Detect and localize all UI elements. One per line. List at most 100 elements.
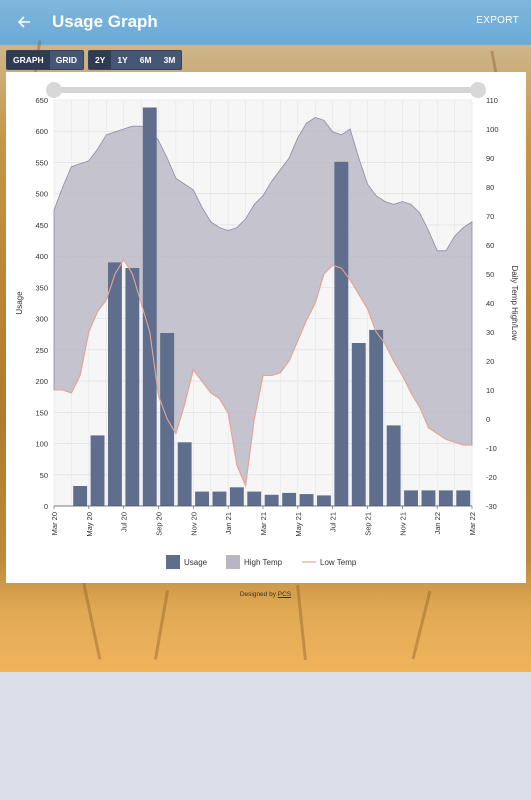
x-axis-ticks: Mar 20 May 20 Jul 20 Sep 20 Nov 20 Jan 21 Mar … [50, 506, 477, 537]
back-button[interactable] [0, 0, 48, 44]
right-tick-label: -30 [486, 502, 497, 511]
usage-bar[interactable] [351, 343, 366, 506]
chart-legend: Usage High Temp Low Temp [166, 555, 357, 569]
usage-bar[interactable] [264, 494, 279, 506]
usage-bars [73, 107, 471, 507]
legend-item[interactable]: High Temp [226, 555, 283, 569]
range-toggle: 2Y 1Y 6M 3M [87, 50, 183, 70]
credit-link[interactable]: PCS [277, 591, 292, 598]
legend-item[interactable]: Low Temp [302, 558, 357, 567]
range-slider-start-handle[interactable] [46, 82, 62, 98]
right-tick-label: -20 [486, 473, 497, 482]
right-axis-title: Daily Temp High/Low [510, 266, 519, 341]
range-1y-button[interactable]: 1Y [117, 55, 128, 65]
legend-swatch-usage [166, 555, 180, 569]
left-tick-label: 150 [35, 408, 48, 417]
low-temp-line [54, 258, 472, 488]
legend-item[interactable]: Usage [166, 555, 208, 569]
x-tick-label: Sep 21 [364, 512, 373, 536]
usage-bar[interactable] [73, 486, 88, 506]
usage-bar[interactable] [386, 425, 401, 506]
chart-card: 0 50 100 150 200 250 300 350 400 450 500 550 600 650 … [6, 72, 526, 583]
x-tick-label: Mar 20 [50, 512, 59, 535]
left-tick-label: 500 [35, 190, 48, 199]
right-tick-label: 70 [486, 212, 494, 221]
x-tick-label: Jul 21 [329, 512, 338, 532]
right-tick-label: 50 [486, 270, 494, 279]
x-tick-label: Mar 22 [468, 512, 477, 535]
right-tick-label: 60 [486, 241, 494, 250]
x-tick-label: Nov 21 [398, 512, 407, 536]
left-tick-label: 450 [35, 221, 48, 230]
right-tick-label: 40 [486, 299, 494, 308]
right-tick-label: 100 [486, 125, 499, 134]
usage-bar[interactable] [438, 490, 453, 506]
x-tick-label: Nov 20 [189, 512, 198, 536]
usage-chart: 050100150200250300350400450500550600650 … [6, 72, 526, 583]
range-3m-button[interactable]: 3M [163, 55, 176, 65]
usage-bar[interactable] [282, 492, 297, 506]
range-slider-end-handle[interactable] [470, 82, 486, 98]
range-6m-button[interactable]: 6M [139, 55, 152, 65]
usage-bar[interactable] [142, 107, 157, 507]
left-tick-label: 50 [40, 471, 48, 480]
right-tick-label: 90 [486, 154, 494, 163]
x-tick-label: Jul 20 [120, 512, 129, 532]
x-tick-label: May 21 [294, 512, 303, 537]
page-title: Usage Graph [52, 12, 158, 31]
left-tick-label: 0 [44, 502, 48, 511]
left-tick-label: 350 [35, 283, 48, 292]
right-tick-label: 110 [486, 96, 498, 105]
usage-bar[interactable] [247, 491, 262, 506]
right-tick-label: 0 [486, 415, 490, 424]
usage-bar[interactable] [229, 487, 244, 506]
usage-bar[interactable] [421, 490, 436, 506]
chart-toolbar: GRAPH GRID 2Y 1Y 6M 3M [6, 50, 183, 70]
usage-bar[interactable] [369, 329, 384, 506]
usage-bar[interactable] [108, 262, 122, 506]
right-tick-label: 80 [486, 183, 494, 192]
usage-bar[interactable] [404, 490, 418, 506]
x-tick-label: May 20 [85, 512, 94, 537]
usage-bar[interactable] [456, 490, 471, 506]
x-tick-label: Mar 21 [259, 512, 268, 535]
right-axis-ticks: -30 -20 -10 0 10 20 30 40 50 60 70 80 90 100 110 [486, 96, 499, 511]
usage-bar[interactable] [299, 494, 314, 506]
legend-label: Usage [184, 558, 208, 567]
left-tick-label: 650 [35, 96, 48, 105]
range-slider[interactable] [46, 82, 486, 98]
usage-bar[interactable] [195, 491, 209, 506]
view-toggle: GRAPH GRID [6, 50, 84, 70]
right-tick-label: 10 [486, 386, 494, 395]
usage-bar[interactable] [90, 435, 105, 506]
left-tick-label: 600 [35, 127, 48, 136]
range-2y-button[interactable]: 2Y [88, 51, 112, 69]
usage-bar[interactable] [317, 495, 331, 506]
usage-bar[interactable] [125, 268, 140, 506]
credit-prefix: Designed by [239, 591, 276, 598]
legend-label: High Temp [244, 558, 283, 567]
left-tick-label: 300 [35, 315, 48, 324]
legend-label: Low Temp [320, 558, 357, 567]
graph-view-button[interactable]: GRAPH [7, 51, 50, 69]
x-tick-label: Sep 20 [155, 512, 164, 536]
left-tick-label: 250 [35, 346, 48, 355]
right-tick-label: -10 [486, 444, 497, 453]
usage-bar[interactable] [177, 442, 192, 506]
x-tick-label: Jan 22 [433, 512, 442, 535]
left-tick-label: 400 [35, 252, 48, 261]
left-tick-label: 200 [35, 377, 48, 386]
usage-bar[interactable] [334, 161, 349, 507]
usage-bar[interactable] [212, 491, 227, 506]
left-tick-label: 550 [35, 158, 48, 167]
x-tick-label: Jan 21 [224, 512, 233, 535]
credit-line: Designed by PCS [0, 591, 531, 598]
export-button[interactable]: EXPORT [476, 15, 519, 26]
left-axis-title: Usage [15, 291, 24, 315]
left-tick-label: 100 [35, 440, 48, 449]
legend-swatch-high-temp [226, 555, 240, 569]
range-slider-track [48, 87, 482, 93]
right-tick-label: 30 [486, 328, 494, 337]
app-header: Usage Graph EXPORT [0, 0, 531, 44]
grid-view-button[interactable]: GRID [55, 55, 77, 65]
